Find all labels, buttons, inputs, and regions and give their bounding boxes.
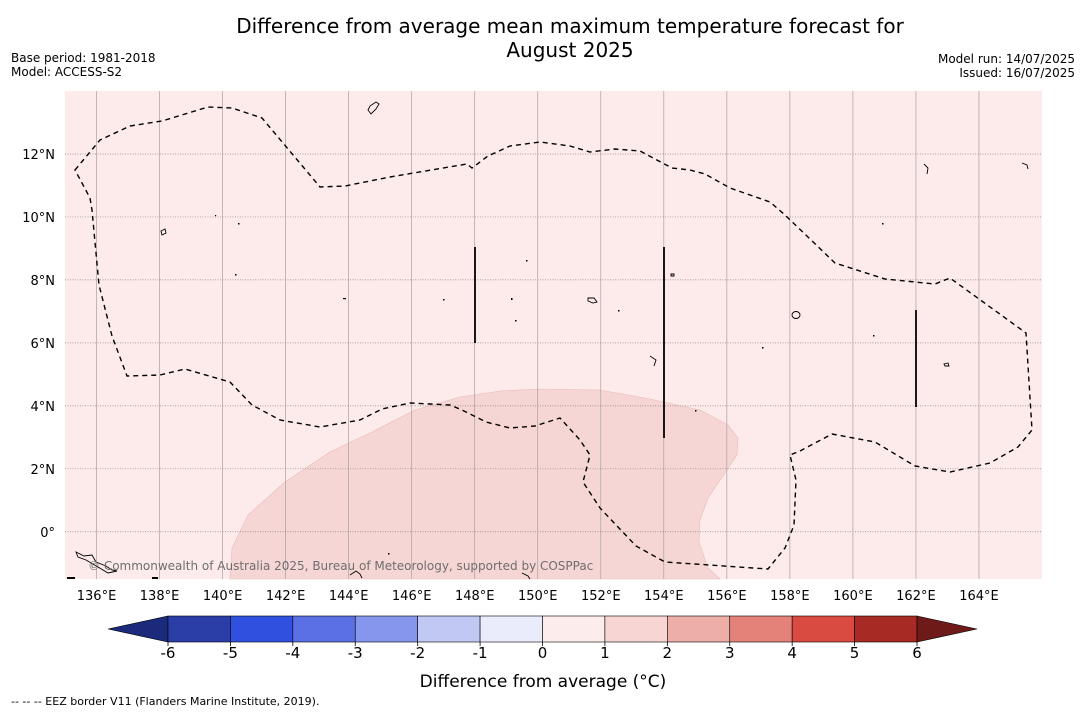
colorbar-swatch xyxy=(854,615,918,643)
issued-date: Issued: 16/07/2025 xyxy=(959,66,1075,80)
colorbar-tick-label: -2 xyxy=(410,644,425,662)
map-panel: © Commonwealth of Australia 2025, Bureau… xyxy=(65,91,1042,580)
island-guam xyxy=(367,101,380,115)
lat-tick-label: 8°N xyxy=(31,274,56,289)
title-line-1: Difference from average mean maximum tem… xyxy=(236,14,904,38)
lat-tick-label: 2°N xyxy=(31,463,56,478)
colorbar-tick-label: 1 xyxy=(600,644,610,662)
colorbar-swatch xyxy=(230,615,294,643)
colorbar-swatch xyxy=(791,615,855,643)
colorbar-swatch xyxy=(604,615,668,643)
colorbar-tick-label: 3 xyxy=(725,644,735,662)
title-line-2: August 2025 xyxy=(506,38,634,62)
colorbar-tick-label: 4 xyxy=(787,644,797,662)
map-title: Difference from average mean maximum tem… xyxy=(0,14,1085,62)
lat-tick-label: 12°N xyxy=(22,148,55,163)
colorbar-swatch xyxy=(479,615,543,643)
islands xyxy=(75,101,1029,580)
island-atoll-3 xyxy=(1021,162,1029,170)
colorbar-tick-label: 0 xyxy=(538,644,548,662)
colorbar-swatch xyxy=(354,615,418,643)
lon-tick-label: 160°E xyxy=(833,589,873,604)
latitude-tick-labels: 12°N 10°N 8°N 6°N 4°N 2°N 0° xyxy=(22,148,55,541)
lat-tick-label: 4°N xyxy=(31,400,56,415)
colorbar-tick-label: 5 xyxy=(850,644,860,662)
island-chuuk xyxy=(587,297,598,304)
lon-tick-label: 158°E xyxy=(770,589,810,604)
colorbar-extend-low xyxy=(107,615,169,643)
colorbar-title: Difference from average (°C) xyxy=(420,672,667,692)
colorbar-tick-label: -5 xyxy=(223,644,238,662)
islet-dots xyxy=(67,215,884,579)
colorbar-swatch xyxy=(417,615,481,643)
lat-tick-label: 10°N xyxy=(22,211,55,226)
island-coast-sw xyxy=(75,551,118,574)
colorbar-swatch xyxy=(729,615,793,643)
lon-tick-label: 164°E xyxy=(959,589,999,604)
lon-tick-label: 148°E xyxy=(455,589,495,604)
colorbar-tick-label: 6 xyxy=(912,644,922,662)
colorbar-tick-labels: -6 -5 -4 -3 -2 -1 0 1 2 3 4 5 6 xyxy=(161,644,922,662)
model-run: Model run: 14/07/2025 xyxy=(937,52,1075,66)
colorbar-extend-high xyxy=(916,615,978,643)
lon-tick-label: 142°E xyxy=(266,589,306,604)
lon-tick-label: 154°E xyxy=(644,589,684,604)
colorbar-swatch xyxy=(542,615,606,643)
footnote-eez-source: -- -- -- EEZ border V11 (Flanders Marine… xyxy=(11,695,320,708)
island-atoll-5 xyxy=(349,570,363,579)
lon-tick-label: 144°E xyxy=(329,589,369,604)
meta-right: Model run: 14/07/2025 Issued: 16/07/2025 xyxy=(938,52,1075,80)
island-pohnpei xyxy=(791,311,801,319)
lon-tick-label: 156°E xyxy=(707,589,747,604)
meta-left: Base period: 1981-2018 Model: ACCESS-S2 xyxy=(11,51,156,79)
island-yap xyxy=(160,228,167,236)
lon-tick-label: 136°E xyxy=(77,589,117,604)
colorbar-tick-label: -6 xyxy=(161,644,176,662)
lat-tick-label: 6°N xyxy=(31,337,56,352)
base-period: Base period: 1981-2018 xyxy=(11,51,156,65)
lon-tick-label: 150°E xyxy=(518,589,558,604)
island-atoll-4 xyxy=(923,163,929,175)
colorbar xyxy=(107,615,978,646)
colorbar-swatch xyxy=(167,615,231,643)
lon-tick-label: 146°E xyxy=(392,589,432,604)
lat-tick-label: 0° xyxy=(40,526,55,541)
lon-tick-label: 140°E xyxy=(203,589,243,604)
colorbar-tick-label: -3 xyxy=(348,644,363,662)
colorbar-tick-label: -1 xyxy=(473,644,488,662)
island-atoll-1 xyxy=(670,273,675,277)
lon-tick-label: 152°E xyxy=(581,589,621,604)
island-kosrae xyxy=(943,362,950,367)
longitude-tick-labels: 136°E 138°E 140°E 142°E 144°E 146°E 148°E 150°E… xyxy=(77,589,999,604)
island-atoll-2 xyxy=(649,355,657,367)
island-atoll-6 xyxy=(521,572,531,580)
colorbar-swatch xyxy=(667,615,731,643)
lon-tick-label: 162°E xyxy=(896,589,936,604)
colorbar-swatch xyxy=(292,615,356,643)
eez-border xyxy=(74,106,1033,570)
colorbar-tick-label: -4 xyxy=(285,644,300,662)
map-credit: © Commonwealth of Australia 2025, Bureau… xyxy=(88,559,593,573)
colorbar-tick-label: 2 xyxy=(663,644,673,662)
model-name: Model: ACCESS-S2 xyxy=(11,65,123,79)
lon-tick-label: 138°E xyxy=(140,589,180,604)
